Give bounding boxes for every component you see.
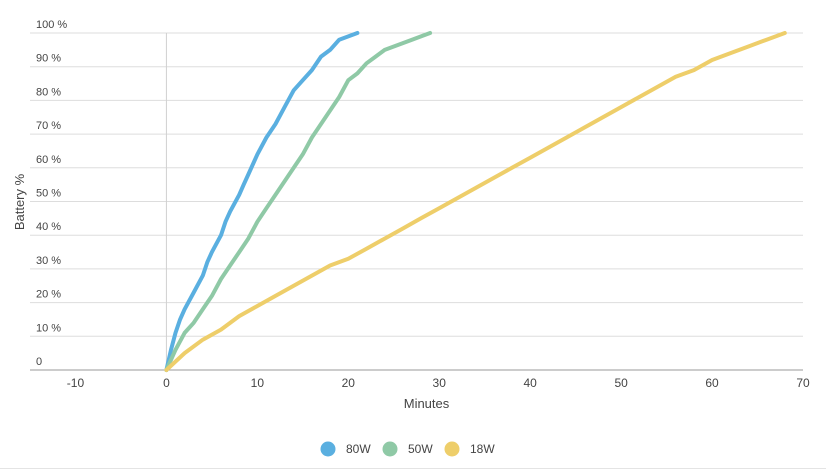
legend-item-50w[interactable]: 50W [382,441,434,457]
y-axis-title: Battery % [12,173,27,230]
x-tick-label: 60 [705,376,719,390]
series-line-18w [164,31,787,372]
y-tick-label: 100 % [36,19,67,31]
y-tick-label: 40 % [36,221,61,233]
x-tick-label: 30 [433,376,447,390]
legend-label: 50W [408,442,433,456]
x-tick-label: -10 [67,376,85,390]
x-tick-label: 0 [163,376,170,390]
legend-swatch [320,441,336,457]
x-tick-label: 40 [523,376,537,390]
legend-label: 18W [470,442,495,456]
y-tick-label: 70 % [36,120,61,132]
series-line-80w [164,31,360,372]
y-tick-label: 0 [36,356,42,368]
y-tick-label: 10 % [36,322,61,334]
y-tick-label: 60 % [36,154,61,166]
legend-swatch [382,441,398,457]
y-tick-labels: 0 10 % 20 % 30 % 40 % 50 % 60 % 70 % 80 % 90 % 100… [36,19,67,368]
legend[interactable]: 80W 50W 18W [320,441,496,457]
y-tick-label: 30 % [36,255,61,267]
x-tick-labels: -10 0 10 20 30 40 50 60 70 [67,376,810,390]
x-tick-label: 70 [796,376,810,390]
series-line-50w [164,31,433,372]
x-tick-label: 10 [251,376,265,390]
y-tick-label: 90 % [36,53,61,65]
legend-item-18w[interactable]: 18W [444,441,496,457]
x-tick-label: 20 [342,376,356,390]
legend-item-80w[interactable]: 80W [320,441,372,457]
x-axis-title: Minutes [404,396,450,411]
y-tick-label: 80 % [36,86,61,98]
legend-label: 80W [346,442,371,456]
y-tick-label: 50 % [36,188,61,200]
gridlines [30,32,803,337]
axes [30,33,803,371]
y-tick-label: 20 % [36,289,61,301]
x-tick-label: 50 [614,376,628,390]
series-lines [164,31,787,372]
bottom-divider [0,468,826,469]
legend-swatch [444,441,460,457]
